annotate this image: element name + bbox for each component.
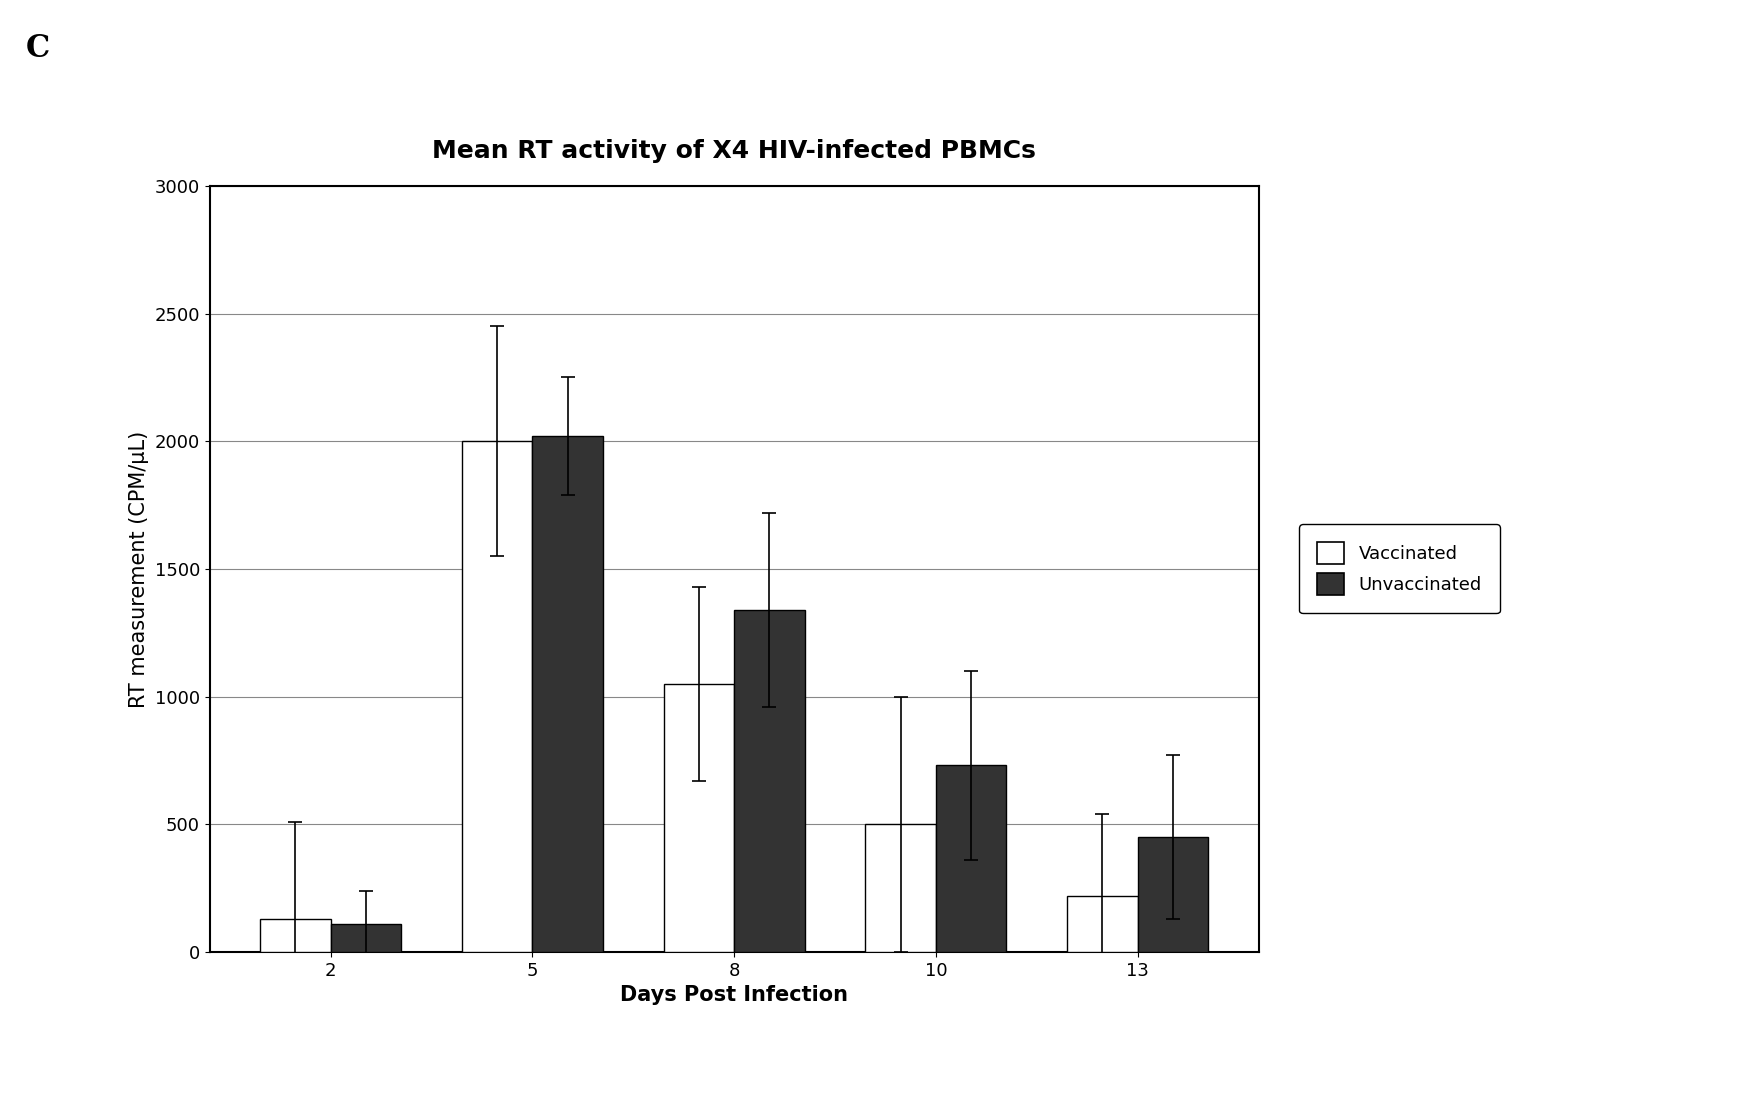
Bar xyxy=(461,441,533,952)
Bar xyxy=(1066,896,1138,952)
Bar xyxy=(330,923,402,952)
Bar xyxy=(533,437,603,952)
Bar xyxy=(865,824,935,952)
Bar xyxy=(1138,837,1208,952)
Bar xyxy=(935,766,1007,952)
Title: Mean RT activity of X4 HIV-infected PBMCs: Mean RT activity of X4 HIV-infected PBMC… xyxy=(432,139,1037,163)
Bar xyxy=(734,609,804,952)
Bar xyxy=(260,919,330,952)
X-axis label: Days Post Infection: Days Post Infection xyxy=(621,985,848,1005)
Y-axis label: RT measurement (CPM/μL): RT measurement (CPM/μL) xyxy=(129,430,149,708)
Bar xyxy=(664,684,734,952)
Text: C: C xyxy=(26,33,51,63)
Legend: Vaccinated, Unvaccinated: Vaccinated, Unvaccinated xyxy=(1299,524,1500,614)
